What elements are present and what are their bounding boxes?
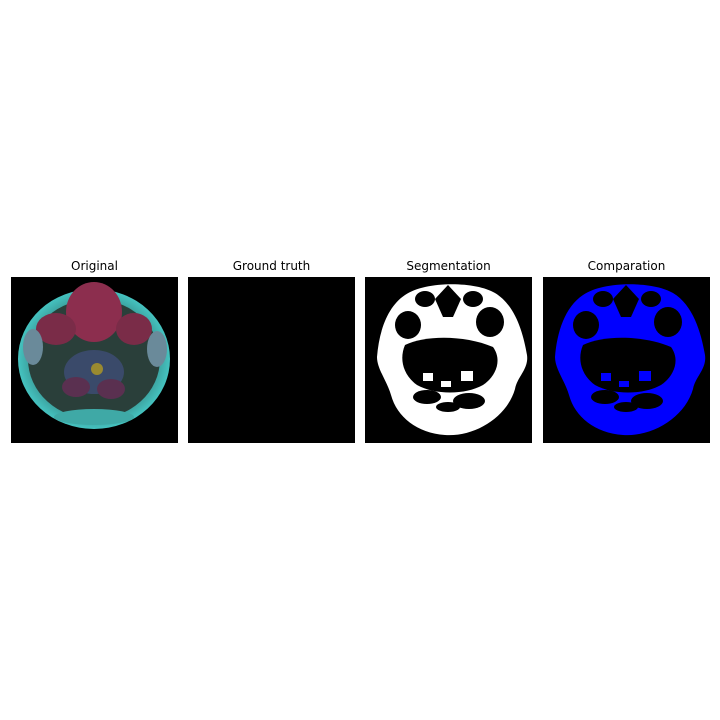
panel-title-ground-truth: Ground truth (232, 259, 311, 273)
panel-title-segmentation: Segmentation (406, 259, 491, 273)
segmentation-shape (377, 284, 528, 436)
panel-title-comparation: Comparation (587, 259, 666, 273)
original-image (11, 277, 178, 443)
comparation-shape (555, 284, 706, 436)
original-mri-scan (18, 282, 170, 429)
segmentation-mask (365, 277, 532, 443)
panel-title-original: Original (71, 259, 118, 273)
ground-truth-mask (188, 277, 355, 443)
comparation-mask (543, 277, 710, 443)
